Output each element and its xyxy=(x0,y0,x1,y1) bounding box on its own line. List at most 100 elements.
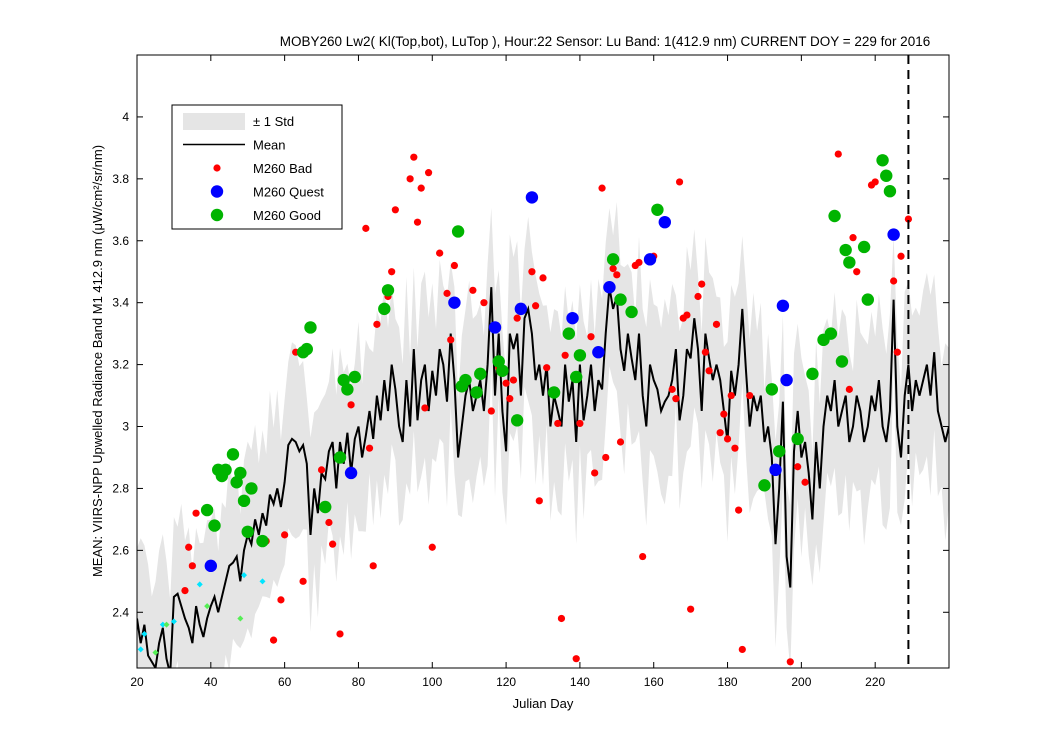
good-point xyxy=(839,243,852,257)
bad-point xyxy=(705,367,713,375)
quest-point xyxy=(566,311,579,325)
bad-point xyxy=(336,630,344,638)
good-point xyxy=(300,342,313,356)
cyan-point xyxy=(196,581,203,588)
good-point xyxy=(651,203,664,216)
cyan-point xyxy=(141,630,148,637)
bad-point xyxy=(712,320,721,328)
bad-point xyxy=(723,435,732,443)
cyan-point xyxy=(259,578,266,585)
bad-point xyxy=(535,497,543,505)
quest-point xyxy=(603,280,616,294)
bad-point xyxy=(576,419,584,428)
bad-point xyxy=(506,395,514,403)
bad-point xyxy=(487,407,495,415)
quest-point xyxy=(780,373,793,387)
bad-point xyxy=(687,605,695,613)
bad-point xyxy=(672,395,680,403)
bad-point xyxy=(424,169,433,177)
bad-point xyxy=(277,596,285,604)
legend-std-swatch xyxy=(183,113,245,130)
bad-point xyxy=(365,444,374,452)
bad-point xyxy=(701,348,710,356)
bad-point xyxy=(871,178,879,186)
bad-point xyxy=(428,543,436,551)
bad-point xyxy=(269,636,278,644)
x-axis-label: Julian Day xyxy=(513,696,574,711)
bad-point xyxy=(727,391,735,400)
legend: ± 1 Std Mean M260 Bad M260 Quest M260 Good xyxy=(171,104,343,230)
bad-point xyxy=(502,379,510,387)
mean-line xyxy=(137,287,949,668)
good-point xyxy=(208,519,221,532)
quest-point xyxy=(643,253,657,266)
quest-point xyxy=(488,321,502,334)
bad-point xyxy=(890,277,898,285)
bad-point xyxy=(413,218,422,226)
quest-point xyxy=(769,463,782,477)
good-point xyxy=(200,503,214,517)
good-point xyxy=(806,367,819,381)
x-tick-label: 60 xyxy=(278,675,292,689)
good-point xyxy=(237,494,251,508)
good-point xyxy=(319,500,332,514)
good-point xyxy=(510,414,524,427)
bad-point xyxy=(299,577,307,585)
bad-point xyxy=(188,562,196,570)
light-green-point xyxy=(152,649,159,656)
bad-point xyxy=(849,234,857,242)
bad-point xyxy=(635,258,643,267)
bad-point xyxy=(436,249,444,257)
bad-point xyxy=(362,224,370,232)
x-tick-label: 40 xyxy=(204,675,218,689)
bad-point xyxy=(480,299,488,307)
bad-point xyxy=(735,506,743,514)
bad-point xyxy=(572,655,580,663)
good-point xyxy=(341,383,354,396)
y-axis-label: MEAN: VIIRS-NPP Upwelled Radiance Band M… xyxy=(90,145,105,577)
cyan-point xyxy=(159,621,166,628)
y-tick-label: 2.8 xyxy=(112,481,129,495)
bad-point xyxy=(613,271,621,279)
bad-point xyxy=(543,364,551,372)
bad-point xyxy=(698,280,706,288)
cyan-point xyxy=(170,618,177,625)
bad-point xyxy=(281,531,289,539)
bad-point xyxy=(406,175,414,183)
bad-point xyxy=(391,206,399,214)
bad-point xyxy=(443,289,451,297)
good-point xyxy=(758,479,771,492)
light-green-point xyxy=(163,621,170,628)
bad-point xyxy=(450,261,459,270)
bad-point xyxy=(469,286,477,294)
x-tick-label: 80 xyxy=(352,675,366,689)
good-point xyxy=(573,349,587,362)
good-point xyxy=(304,321,317,334)
std-band xyxy=(137,202,949,668)
bad-point xyxy=(716,429,724,437)
good-point xyxy=(337,373,350,387)
bad-point xyxy=(587,333,595,341)
bad-point xyxy=(639,552,647,561)
bad-point xyxy=(421,404,429,412)
bad-point xyxy=(388,268,396,276)
bad-point xyxy=(845,385,853,393)
quest-point xyxy=(448,296,461,309)
bad-point xyxy=(528,268,536,276)
good-point xyxy=(348,370,361,384)
y-tick-label: 2.4 xyxy=(112,605,129,619)
y-tick-label: 4 xyxy=(122,110,129,124)
axes-frame xyxy=(136,54,950,669)
good-point xyxy=(765,383,779,396)
bad-point xyxy=(539,274,547,282)
good-point xyxy=(219,463,232,477)
bad-point xyxy=(373,320,381,328)
x-tick-label: 180 xyxy=(718,675,738,689)
bad-point xyxy=(731,444,739,452)
quest-point xyxy=(592,346,605,359)
bad-point xyxy=(598,184,606,192)
y-tick-label: 3.2 xyxy=(112,358,129,372)
cyan-point xyxy=(241,572,248,579)
x-tick-label: 20 xyxy=(130,675,144,689)
